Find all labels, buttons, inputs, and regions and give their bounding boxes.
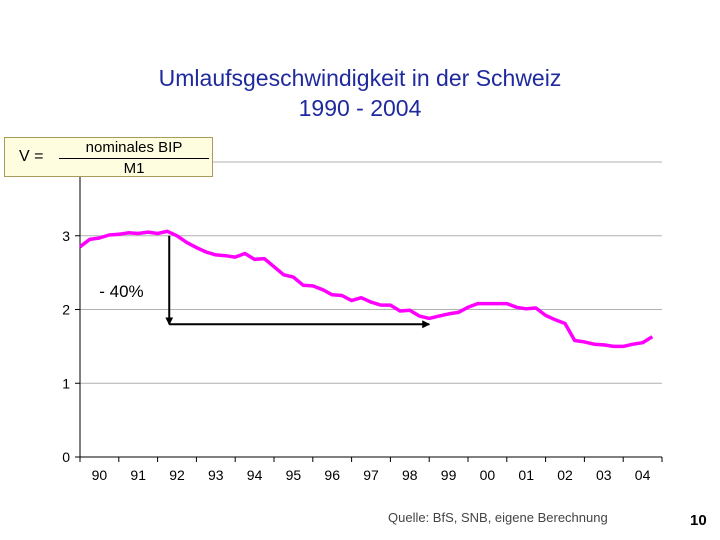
x-tick-label: 99 [441,467,457,483]
series-line [78,229,654,349]
x-tick-label: 98 [402,467,418,483]
y-tick-label: 1 [62,375,70,391]
x-tick-label: 93 [208,467,224,483]
formula-lhs: V = [19,148,44,165]
fraction-line [59,158,209,159]
y-tick-label: 0 [62,449,70,465]
x-tick-label: 94 [247,467,263,483]
y-tick-label: 2 [62,302,70,318]
x-tick-label: 95 [286,467,302,483]
source-note: Quelle: BfS, SNB, eigene Berechnung [388,510,608,525]
x-tick-label: 03 [596,467,612,483]
x-tick-label: 02 [557,467,573,483]
formula-numerator: nominales BIP [85,139,183,156]
x-tick-label: 97 [363,467,379,483]
x-tick-label: 92 [169,467,185,483]
y-tick-label: 3 [62,228,70,244]
x-tick-label: 90 [92,467,108,483]
annotation-label: - 40% [99,282,143,301]
x-tick-label: 91 [130,467,146,483]
formula-denominator: M1 [123,160,145,177]
x-tick-label: 01 [518,467,534,483]
x-tick-label: 00 [480,467,496,483]
page-number: 10 [690,512,707,529]
velocity-formula: V = nominales BIP M1 [4,137,213,177]
chart-title-line-2: 1990 - 2004 [298,95,422,121]
chart-title-line-1: Umlaufsgeschwindigkeit in der Schweiz [158,65,562,91]
x-tick-label: 96 [324,467,340,483]
x-tick-label: 04 [635,467,651,483]
